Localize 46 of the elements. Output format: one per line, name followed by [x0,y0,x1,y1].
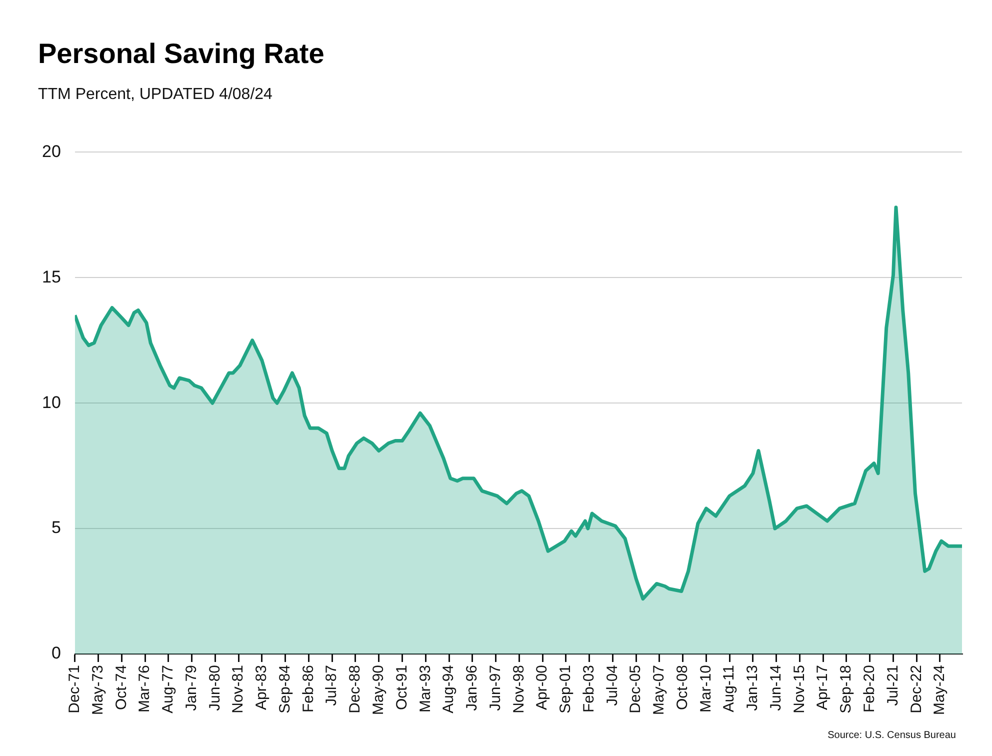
x-tick-label: Dec-71 [66,664,84,714]
x-tick-label: Sep-18 [838,664,855,714]
x-tick-label: Aug-11 [720,664,738,712]
x-tick-label: Aug-94 [440,664,458,714]
x-tick-label: Mar-93 [416,664,434,712]
x-tick-label: Apr-17 [814,664,832,710]
x-tick-label: Jan-96 [464,664,481,711]
x-tick-label: Jul-04 [604,664,621,706]
y-tick-label: 15 [42,267,61,286]
x-tick-label: Aug-77 [160,664,177,714]
x-tick-label: May-73 [89,664,106,716]
x-tick-label: Oct-91 [393,664,410,710]
x-tick-label: May-90 [370,664,387,716]
y-tick-label: 20 [42,142,61,161]
x-tick-label: Jul-87 [323,664,340,706]
x-tick-label: Oct-08 [674,664,691,710]
y-tick-label: 10 [42,392,61,412]
x-tick-label: Jun-97 [486,664,504,711]
y-tick-label: 5 [51,518,61,538]
x-tick-label: Feb-86 [300,664,317,713]
x-tick-label: Jan-79 [182,664,200,711]
x-tick-label: Feb-20 [860,664,878,713]
x-tick-label: Oct-74 [112,664,130,710]
x-tick-label: Jun-14 [767,664,784,711]
source-note: Source: U.S. Census Bureau [828,730,956,741]
x-tick-label: Apr-83 [253,664,270,710]
x-tick-label: Apr-00 [534,664,551,710]
x-tick-label: May-24 [931,664,948,716]
x-tick-label: Feb-03 [580,664,598,713]
chart-subtitle: TTM Percent, UPDATED 4/08/24 [38,86,272,104]
x-tick-label: Dec-22 [908,664,925,714]
x-tick-label: Mar-10 [697,664,714,712]
x-tick-label: Sep-01 [557,664,574,714]
x-tick-label: Dec-05 [627,664,644,714]
x-tick-label: Sep-84 [276,664,294,714]
x-tick-label: Dec-88 [346,664,364,714]
x-tick-label: Nov-81 [230,664,247,714]
x-tick-label: Nov-15 [790,664,808,714]
x-tick-label: Jan-13 [744,664,762,711]
chart-title: Personal Saving Rate [38,38,324,70]
x-tick-label: Mar-76 [136,664,154,712]
x-tick-label: Jun-80 [206,664,224,711]
x-tick-label: Jul-21 [884,664,902,706]
y-tick-label: 0 [51,644,61,663]
x-tick-label: May-07 [650,664,668,716]
x-tick-label: Nov-98 [510,664,528,714]
